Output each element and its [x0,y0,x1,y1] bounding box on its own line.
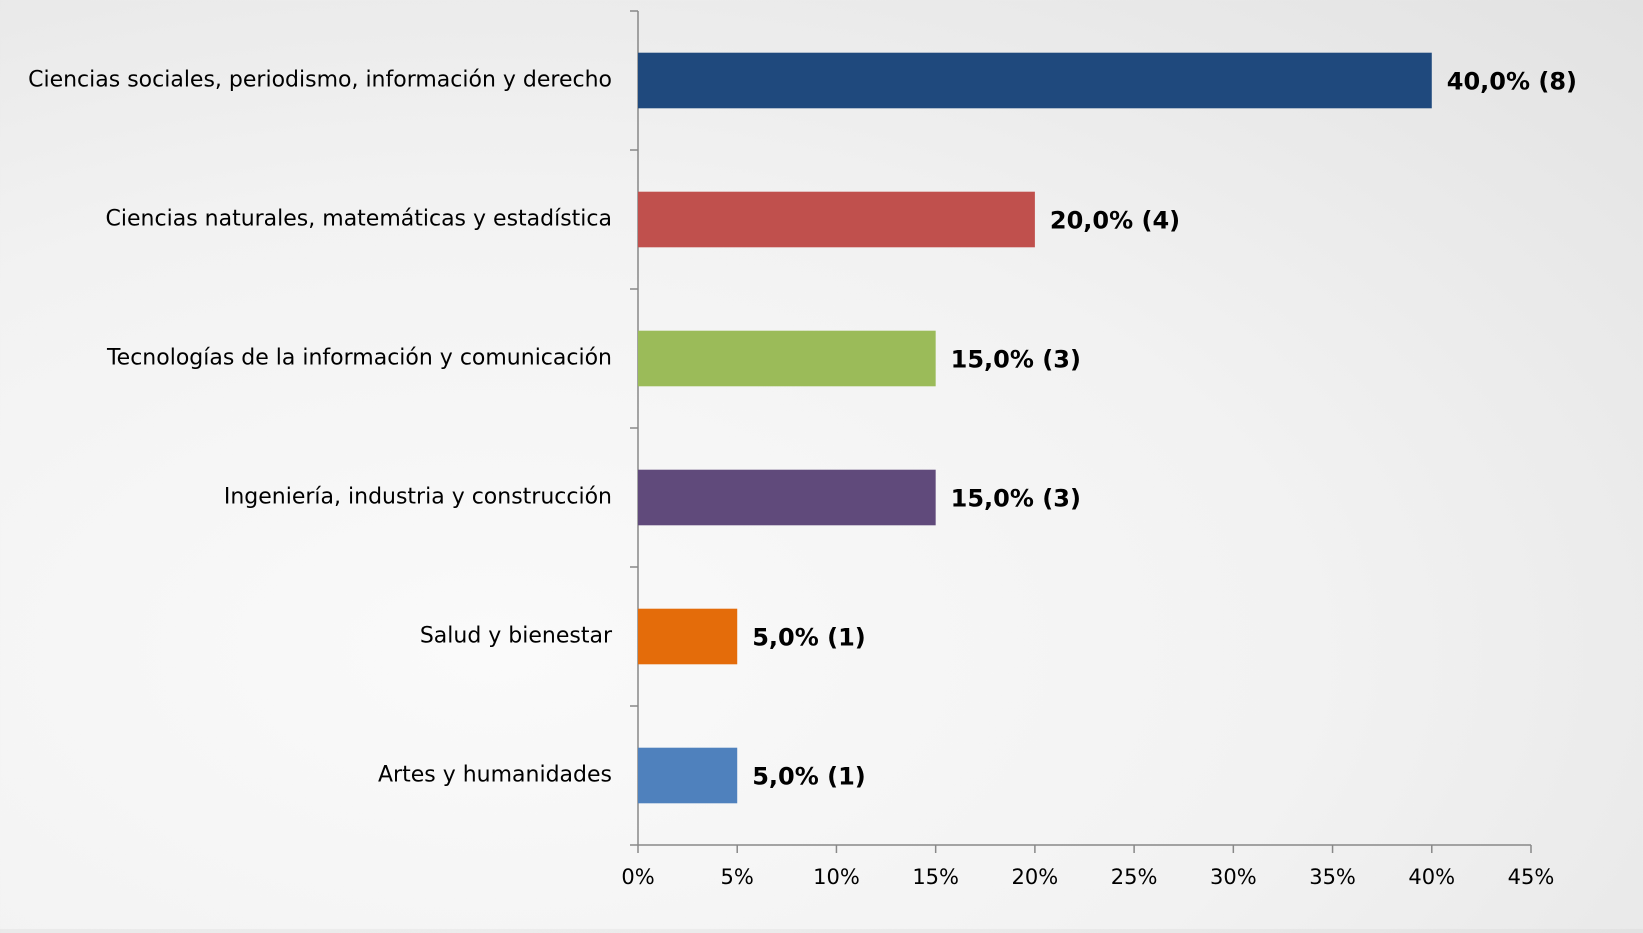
x-tick-label: 25% [1111,865,1158,889]
x-tick-label: 15% [912,865,959,889]
bar [638,191,1035,248]
bar [638,469,936,526]
x-tick-label: 35% [1309,865,1356,889]
y-tick-label: Artes y humanidades [378,763,612,788]
bar [638,608,738,665]
bar [638,747,738,804]
x-tick-label: 10% [813,865,860,889]
x-tick-label: 0% [621,865,654,889]
value-label: 15,0% (3) [951,485,1081,513]
value-label: 5,0% (1) [752,624,866,652]
value-label: 5,0% (1) [752,763,866,791]
bar [638,52,1432,109]
y-tick-label: Ciencias naturales, matemáticas y estadí… [106,207,612,232]
x-tick-label: 40% [1408,865,1455,889]
x-tick-label: 45% [1508,865,1555,889]
y-tick-label: Tecnologías de la información y comunica… [106,346,612,371]
bar [638,330,936,387]
x-tick-label: 5% [721,865,754,889]
value-label: 40,0% (8) [1447,68,1577,96]
y-tick-label: Ingeniería, industria y construcción [224,485,612,510]
x-tick-label: 20% [1012,865,1059,889]
x-tick-label: 30% [1210,865,1257,889]
y-tick-label: Ciencias sociales, periodismo, informaci… [28,68,612,93]
y-tick-label: Salud y bienestar [420,624,613,649]
value-label: 15,0% (3) [951,346,1081,374]
value-label: 20,0% (4) [1050,207,1180,235]
